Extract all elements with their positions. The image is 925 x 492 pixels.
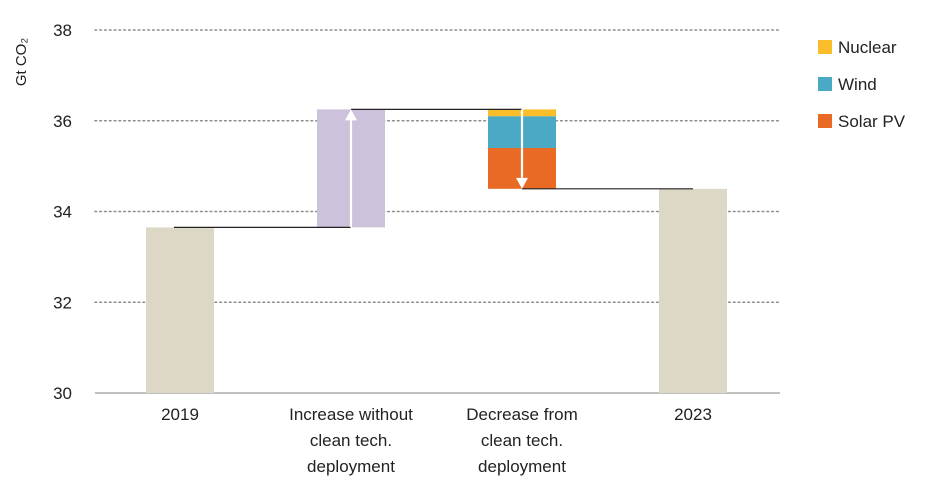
y-tick-label: 34	[53, 203, 72, 222]
legend-label: Nuclear	[838, 38, 897, 57]
connectors	[174, 108, 693, 228]
arrows	[345, 109, 528, 228]
legend-label: Solar PV	[838, 112, 906, 131]
x-tick-label: Increase without	[289, 405, 413, 424]
y-tick-label: 36	[53, 112, 72, 131]
x-tick-label: deployment	[307, 457, 395, 476]
x-tick-label: Decrease from	[466, 405, 577, 424]
y-tick-label: 32	[53, 293, 72, 312]
legend-swatch	[818, 40, 832, 54]
x-tick-label: 2023	[674, 405, 712, 424]
legend-item-nuclear: Nuclear	[818, 38, 897, 57]
bar-y2019	[146, 227, 214, 393]
legend-swatch	[818, 114, 832, 128]
increase-arrow	[345, 109, 357, 228]
legend-item-wind: Wind	[818, 75, 877, 94]
y-tick-label: 30	[53, 384, 72, 403]
category-labels: 2019 Increase without clean tech. deploymen…	[161, 405, 712, 476]
legend-swatch	[818, 77, 832, 91]
bars	[146, 109, 727, 393]
legend: Nuclear Wind Solar PV	[818, 38, 906, 131]
legend-label: Wind	[838, 75, 877, 94]
y-axis-label: Gt CO₂	[13, 38, 30, 87]
legend-item-solar-pv: Solar PV	[818, 112, 906, 131]
x-tick-label: clean tech.	[310, 431, 392, 450]
decrease-arrow	[516, 109, 528, 189]
bar-y2023	[659, 188, 727, 393]
y-tick-label: 38	[53, 21, 72, 40]
y-tick-labels: 30 32 34 36 38	[53, 21, 72, 403]
x-tick-label: clean tech.	[481, 431, 563, 450]
x-tick-label: 2019	[161, 405, 199, 424]
x-tick-label: deployment	[478, 457, 566, 476]
